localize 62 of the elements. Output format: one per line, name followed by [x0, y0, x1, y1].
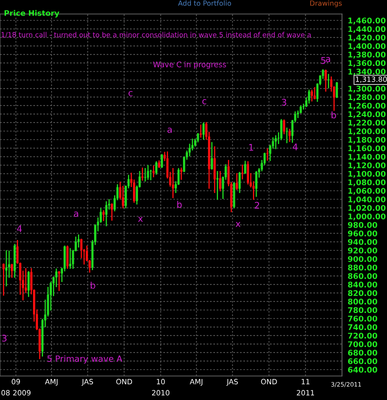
- candlestick: [286, 128, 288, 144]
- candlestick: [66, 246, 69, 269]
- annotation: 4: [292, 144, 298, 150]
- candlestick: [160, 154, 163, 168]
- candlestick: [210, 142, 213, 170]
- annotation: 4: [17, 225, 22, 232]
- annotation: b: [177, 200, 182, 208]
- annotation: a: [326, 57, 330, 62]
- candlestick: [255, 171, 258, 197]
- candlestick: [288, 128, 291, 142]
- candlestick: [200, 124, 202, 138]
- candlestick: [110, 203, 113, 221]
- annotation: b: [90, 282, 96, 289]
- candlestick: [141, 168, 144, 181]
- candlestick: [274, 135, 277, 150]
- candlestick: [102, 210, 105, 222]
- candlestick: [155, 161, 158, 175]
- candlestick: [122, 186, 124, 208]
- annotation: c: [128, 91, 132, 96]
- candlestick: [236, 173, 238, 190]
- candlestick: [241, 164, 244, 180]
- annotation: 5 Primary wave A: [47, 355, 122, 364]
- candlestick: [244, 160, 246, 174]
- candlestick: [5, 250, 8, 286]
- candlestick: [69, 248, 72, 269]
- candlestick: [172, 168, 174, 198]
- candlestick: [327, 74, 330, 88]
- candlestick: [216, 171, 219, 200]
- candlestick: [324, 70, 327, 92]
- candlestick: [280, 119, 282, 140]
- candlestick: [282, 119, 286, 134]
- candlestick: [219, 171, 222, 192]
- candlestick: [146, 165, 150, 180]
- candlestick: [308, 90, 310, 104]
- candlestick: [27, 271, 30, 297]
- candlestick: [238, 172, 241, 193]
- annotation: x: [138, 216, 143, 222]
- candlestick: [2, 263, 5, 296]
- annotation: a: [168, 128, 172, 133]
- annotation: 5: [321, 57, 326, 64]
- candlestick: [202, 122, 205, 140]
- candlestick: [144, 168, 146, 182]
- candlestick: [233, 182, 236, 208]
- candlestick: [310, 90, 313, 102]
- candlestick: [105, 201, 108, 226]
- annotation: a: [74, 212, 78, 217]
- annotation: 3: [2, 334, 7, 342]
- candlestick: [246, 161, 250, 184]
- candlestick: [180, 168, 182, 180]
- candlestick: [77, 234, 80, 248]
- candlestick: [58, 271, 60, 291]
- annotation: 3: [282, 98, 286, 106]
- annotation: 1: [249, 144, 254, 151]
- candlestick: [214, 146, 216, 193]
- candlestick: [314, 87, 316, 100]
- candlestick: [336, 82, 338, 98]
- annotation: x: [236, 222, 240, 227]
- annotation: b: [332, 111, 336, 118]
- candlestick: [10, 264, 13, 278]
- candlestick: [266, 148, 268, 161]
- annotation: c: [202, 99, 206, 104]
- annotation: 2: [254, 202, 260, 209]
